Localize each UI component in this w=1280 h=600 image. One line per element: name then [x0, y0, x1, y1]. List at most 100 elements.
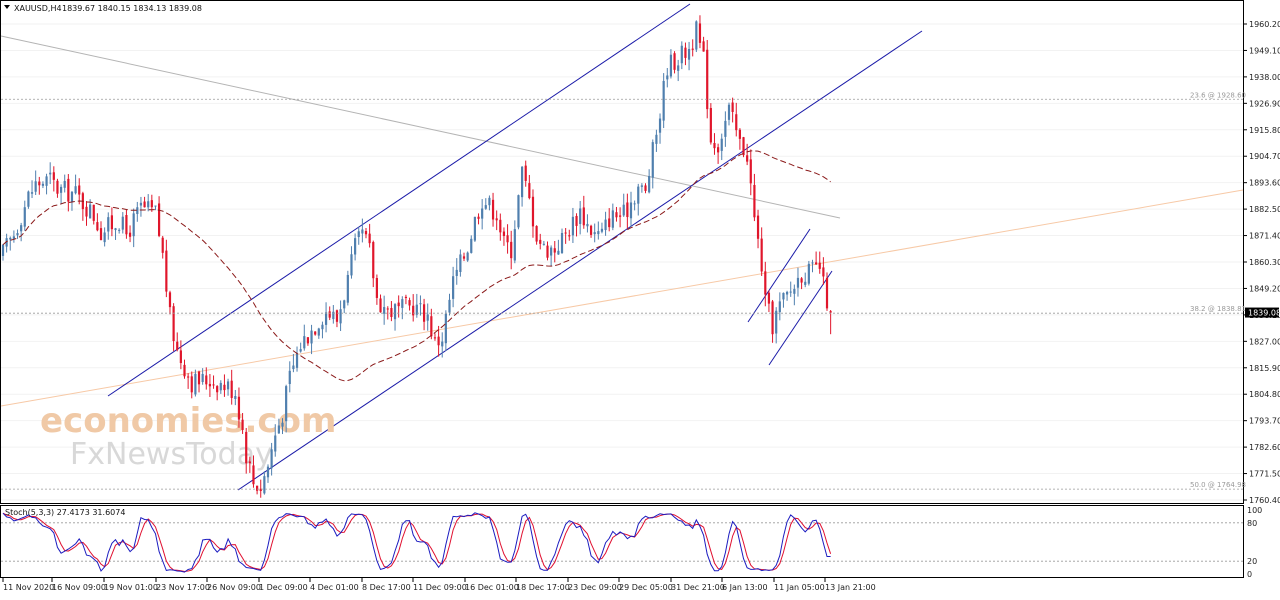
stoch-header: Stoch(5,3,3) 27.4173 31.6074: [5, 508, 125, 517]
candle: [633, 200, 636, 211]
candle: [455, 258, 458, 285]
candle: [687, 41, 691, 71]
candle: [30, 180, 34, 199]
candle-body: [150, 200, 153, 208]
candle: [706, 39, 709, 119]
candle-body: [361, 229, 364, 234]
candle-body: [368, 233, 371, 244]
time-tick-label: 19 Nov 01:00: [104, 583, 158, 592]
candle: [230, 369, 233, 405]
candle: [234, 389, 237, 406]
candle-body: [600, 228, 604, 232]
candle: [78, 178, 81, 205]
price-tick-label: 1871.40: [1249, 232, 1280, 241]
candle-body: [481, 208, 484, 219]
candle: [619, 207, 622, 228]
price-tick-label: 1760.40: [1249, 496, 1280, 505]
candle-body: [212, 384, 215, 386]
dropdown-triangle-icon[interactable]: [4, 5, 10, 9]
candle-body: [560, 232, 564, 254]
candle: [96, 213, 99, 232]
candle: [190, 371, 193, 399]
candle-body: [270, 449, 273, 469]
candle: [738, 128, 741, 150]
candle: [237, 387, 241, 428]
candle: [41, 181, 45, 189]
candle-body: [535, 226, 538, 242]
candle-body: [234, 396, 237, 399]
candle: [292, 353, 295, 373]
flag-lower-line: [768, 270, 833, 366]
candle-body: [459, 254, 462, 272]
time-tick-label: 16 Dec 01:00: [465, 583, 519, 592]
candle-body: [194, 373, 197, 395]
candle: [513, 220, 516, 264]
candle: [731, 97, 734, 123]
candle-body: [517, 195, 520, 228]
candle: [1, 243, 5, 261]
stoch-tick-label: 20: [1247, 557, 1257, 566]
symbol-label: XAUUSD,H4: [14, 4, 62, 13]
candle: [321, 321, 324, 339]
candle-body: [488, 197, 491, 206]
candle: [785, 290, 789, 301]
candle: [350, 246, 353, 279]
candle: [59, 184, 63, 204]
candle-body: [49, 172, 52, 175]
candle-body: [419, 303, 422, 305]
candle: [470, 235, 473, 254]
candle: [539, 233, 542, 250]
candle: [782, 292, 785, 308]
candle: [775, 307, 778, 344]
candle-body: [796, 277, 800, 288]
candle: [208, 373, 212, 398]
stoch-tick-label: 80: [1247, 519, 1257, 528]
candle-body: [317, 328, 320, 336]
candle: [637, 183, 640, 216]
candle-body: [383, 307, 386, 314]
candle: [720, 133, 723, 161]
candle: [67, 174, 70, 212]
candle-body: [825, 277, 829, 309]
chart-header: XAUUSD,H4 1839.67 1840.15 1834.13 1839.0…: [4, 4, 202, 13]
candle-body: [778, 301, 781, 313]
candle-body: [107, 217, 110, 232]
candle-body: [216, 386, 219, 393]
candle: [727, 102, 731, 126]
candle: [121, 212, 124, 234]
candle: [335, 309, 339, 328]
candle: [419, 295, 422, 316]
candle: [281, 418, 284, 435]
candle-body: [484, 205, 487, 209]
candle-body: [310, 330, 313, 344]
candle: [510, 230, 513, 270]
candle-body: [274, 435, 277, 452]
candle-body: [237, 396, 241, 420]
candle-body: [201, 373, 204, 383]
candle-body: [263, 476, 266, 494]
candle: [546, 241, 549, 261]
candle-body: [183, 364, 186, 377]
candle: [154, 205, 157, 211]
ohlc-values: 1839.67 1840.15 1834.13 1839.08: [62, 4, 202, 13]
candle-body: [324, 312, 328, 325]
candle: [364, 228, 368, 239]
candle-body: [662, 80, 665, 121]
candle-body: [608, 218, 611, 228]
candle: [481, 199, 484, 230]
candle-body: [455, 269, 458, 276]
candle: [12, 230, 15, 243]
candle-body: [74, 186, 77, 194]
candle-body: [285, 386, 288, 422]
time-tick-label: 23 Nov 17:00: [156, 583, 210, 592]
candle-body: [121, 216, 124, 230]
candle: [375, 274, 378, 305]
candle-body: [357, 231, 360, 238]
candle-body: [684, 47, 687, 58]
candle-body: [139, 202, 143, 206]
candle-body: [571, 216, 575, 236]
candle: [444, 310, 447, 352]
candle: [157, 196, 161, 238]
